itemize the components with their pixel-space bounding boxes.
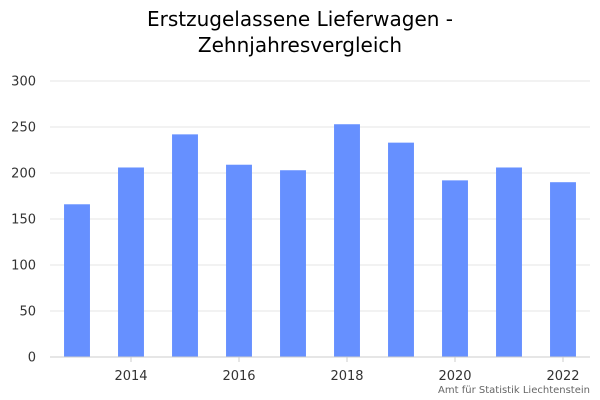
x-tick-label: 2014 (114, 369, 147, 384)
source-credit: Amt für Statistik Liechtenstein (438, 385, 590, 396)
x-tick-label: 2016 (222, 369, 255, 384)
bar-2014 (118, 167, 144, 357)
bar-2017 (280, 170, 306, 357)
chart-title: Erstzugelassene Lieferwagen - Zehnjahres… (0, 6, 600, 58)
chart-title-line-1: Erstzugelassene Lieferwagen - (146, 7, 454, 31)
x-tick-label: 2020 (438, 369, 471, 384)
bar-2018 (334, 124, 360, 358)
bar-2019 (388, 142, 414, 357)
x-tick-label: 2022 (546, 369, 579, 384)
y-tick-label: 150 (11, 213, 36, 228)
y-tick-label: 200 (11, 167, 36, 182)
chart-title-line-2: Zehnjahresvergleich (197, 33, 403, 57)
y-tick-label: 50 (19, 305, 36, 320)
y-tick-label: 300 (11, 75, 36, 90)
bar-2015 (172, 134, 198, 357)
bar-2020 (442, 180, 468, 357)
bar-2013 (64, 204, 90, 357)
y-tick-label: 100 (11, 259, 36, 274)
bar-2016 (226, 164, 252, 357)
x-tick-label: 2018 (330, 369, 363, 384)
axes: 0 50 100 150 200 250 300 2014 2016 2018 2020 2022 (11, 75, 590, 384)
y-tick-label: 250 (11, 121, 36, 136)
bars (64, 124, 576, 358)
bar-2022 (550, 182, 576, 357)
bar-2021 (496, 167, 522, 357)
y-tick-label: 0 (28, 351, 36, 366)
